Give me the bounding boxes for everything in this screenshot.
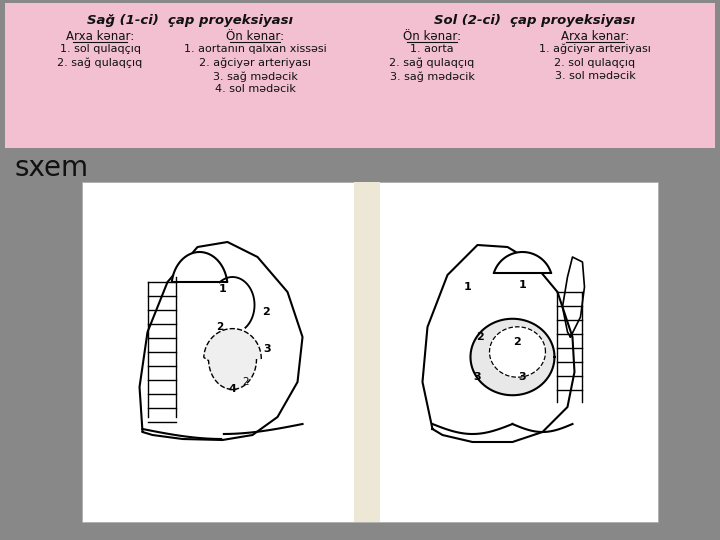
Text: 2: 2: [513, 337, 521, 347]
Polygon shape: [204, 329, 261, 389]
Polygon shape: [220, 277, 254, 328]
Text: 1. sol qulaqçıq: 1. sol qulaqçıq: [60, 44, 140, 54]
FancyBboxPatch shape: [354, 182, 380, 522]
Text: 1. aorta: 1. aorta: [410, 44, 454, 54]
Text: 3. sağ mədəcik: 3. sağ mədəcik: [212, 71, 297, 82]
Text: 3. sol mədəcik: 3. sol mədəcik: [554, 71, 635, 81]
Text: 4: 4: [228, 384, 236, 394]
Text: 1. ağciyər arteriyası: 1. ağciyər arteriyası: [539, 44, 651, 55]
Text: Sağ (1-ci)  çap proyeksiyası: Sağ (1-ci) çap proyeksiyası: [87, 14, 293, 27]
Text: Ön kənar:: Ön kənar:: [226, 30, 284, 43]
Text: Arxa kənar:: Arxa kənar:: [561, 30, 629, 43]
Text: 2: 2: [216, 322, 223, 332]
Text: 2: 2: [261, 307, 269, 317]
Polygon shape: [140, 242, 302, 440]
Polygon shape: [490, 327, 546, 377]
Text: sxem: sxem: [15, 154, 89, 182]
Text: 3: 3: [518, 372, 526, 382]
Text: 2: 2: [242, 377, 249, 387]
Text: 2. ağciyər arteriyası: 2. ağciyər arteriyası: [199, 57, 311, 68]
Text: 2. sol qulaqçıq: 2. sol qulaqçıq: [554, 57, 636, 68]
Text: 3: 3: [264, 344, 271, 354]
Polygon shape: [423, 245, 575, 442]
Polygon shape: [470, 319, 554, 395]
Text: 2: 2: [477, 332, 485, 342]
Text: Ön kənar:: Ön kənar:: [403, 30, 461, 43]
FancyBboxPatch shape: [5, 3, 715, 148]
Text: 2. sağ qulaqçıq: 2. sağ qulaqçıq: [58, 57, 143, 68]
Text: 1: 1: [219, 284, 226, 294]
Polygon shape: [494, 252, 551, 273]
Text: Sol (2-ci)  çap proyeksiyası: Sol (2-ci) çap proyeksiyası: [434, 14, 636, 27]
Text: Arxa kənar:: Arxa kənar:: [66, 30, 134, 43]
Text: 2. sağ qulaqçıq: 2. sağ qulaqçıq: [390, 57, 474, 68]
Polygon shape: [562, 257, 585, 337]
FancyBboxPatch shape: [82, 182, 658, 522]
Text: 3. sağ mədəcik: 3. sağ mədəcik: [390, 71, 474, 82]
Polygon shape: [172, 252, 228, 281]
Text: 3: 3: [474, 372, 481, 382]
Text: 4. sol mədəcik: 4. sol mədəcik: [215, 84, 295, 94]
Text: 1: 1: [518, 280, 526, 290]
Text: 1: 1: [464, 282, 472, 292]
Text: 1. aortanın qalxan xissəsi: 1. aortanın qalxan xissəsi: [184, 44, 326, 54]
